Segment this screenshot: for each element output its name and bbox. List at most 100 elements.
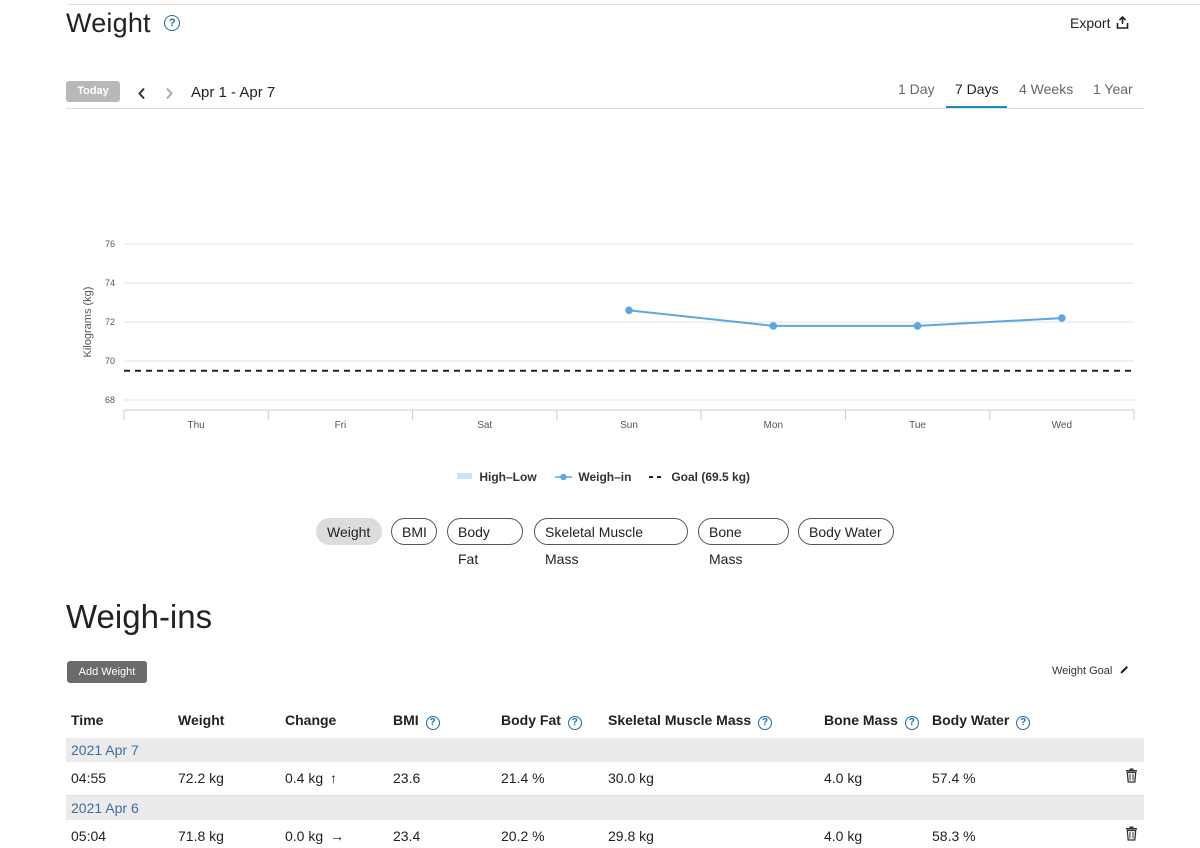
x-tick-label: Sun xyxy=(620,420,638,431)
col-body-water-label: Body Water xyxy=(932,712,1010,728)
col-bmi-label: BMI xyxy=(393,712,419,728)
tab-1-day[interactable]: 1 Day xyxy=(898,81,935,97)
cell-body-water: 57.4 % xyxy=(932,770,976,786)
col-body-fat: Body Fat ? xyxy=(501,712,582,730)
body-fat-help-icon[interactable]: ? xyxy=(567,716,582,730)
cell-body-water: 58.3 % xyxy=(932,828,976,844)
cell-change-value: 0.4 kg xyxy=(285,770,324,786)
cell-time: 05:04 xyxy=(71,828,107,844)
x-tick-label: Wed xyxy=(1052,420,1072,431)
weigh-in-point xyxy=(769,322,778,330)
chip-weight[interactable]: Weight xyxy=(316,518,382,545)
legend-high-low-label: High–Low xyxy=(479,470,537,484)
x-tick-label: Mon xyxy=(764,420,783,431)
weight-goal-label: Weight Goal xyxy=(1052,665,1113,677)
next-arrow-icon[interactable] xyxy=(164,87,174,100)
arrow-up-icon: ↑ xyxy=(330,770,338,786)
cell-body-fat: 20.2 % xyxy=(501,828,545,844)
y-tick-label: 68 xyxy=(105,395,115,405)
col-bmi: BMI ? xyxy=(393,712,440,730)
cell-weight: 71.8 kg xyxy=(178,828,224,844)
date-group-label: 2021 Apr 6 xyxy=(71,800,139,816)
tab-4-weeks[interactable]: 4 Weeks xyxy=(1019,81,1074,97)
pencil-icon xyxy=(1120,666,1129,674)
trash-icon[interactable] xyxy=(1125,826,1138,841)
row-divider xyxy=(66,795,1144,796)
toolbar-divider xyxy=(66,108,1144,109)
help-icon[interactable]: ? xyxy=(164,15,181,31)
legend-high-low[interactable]: High–Low xyxy=(457,470,537,484)
bmi-help-icon[interactable]: ? xyxy=(425,716,440,730)
col-body-water: Body Water ? xyxy=(932,712,1031,730)
trash-icon[interactable] xyxy=(1125,768,1138,783)
weigh-in-line xyxy=(628,309,1062,327)
cell-weight: 72.2 kg xyxy=(178,770,224,786)
cell-change: 0.0 kg → xyxy=(285,828,344,844)
prev-arrow-icon[interactable] xyxy=(137,87,147,100)
weigh-in-point xyxy=(625,306,633,315)
cell-time: 04:55 xyxy=(71,770,107,786)
date-group-row: 2021 Apr 6 xyxy=(66,796,1144,820)
add-weight-button[interactable]: Add Weight xyxy=(67,661,147,683)
x-tick-label: Fri xyxy=(335,420,347,431)
col-skeletal-muscle: Skeletal Muscle Mass ? xyxy=(608,712,773,730)
y-axis-label: Kilograms (kg) xyxy=(82,287,94,358)
high-low-swatch xyxy=(457,473,472,479)
page-title: Weight ? xyxy=(66,8,181,39)
chip-bmi[interactable]: BMI xyxy=(391,518,437,545)
muscle-help-icon[interactable]: ? xyxy=(758,716,773,730)
top-divider xyxy=(67,4,1200,5)
chip-body-fat[interactable]: Body Fat xyxy=(447,518,523,567)
col-bone-mass-label: Bone Mass xyxy=(824,712,898,728)
legend-goal-label: Goal (69.5 kg) xyxy=(671,470,751,484)
col-bone-mass: Bone Mass ? xyxy=(824,712,919,730)
weigh-in-marker-icon xyxy=(555,473,572,481)
legend-goal[interactable]: Goal (69.5 kg) xyxy=(649,470,750,484)
cell-body-fat: 21.4 % xyxy=(501,770,545,786)
y-tick-label: 70 xyxy=(105,356,115,366)
weigh-in-point xyxy=(1058,314,1066,322)
cell-skeletal-muscle: 30.0 kg xyxy=(608,770,654,786)
cell-bone-mass: 4.0 kg xyxy=(824,828,863,844)
chip-skeletal-muscle-mass[interactable]: Skeletal Muscle Mass xyxy=(534,518,688,567)
cell-skeletal-muscle: 29.8 kg xyxy=(608,828,654,844)
legend-weigh-in[interactable]: Weigh–in xyxy=(555,470,631,484)
weigh-in-point xyxy=(913,322,922,330)
x-tick-label: Tue xyxy=(909,420,926,431)
date-group-label: 2021 Apr 7 xyxy=(71,742,139,758)
cell-bmi: 23.6 xyxy=(393,770,421,786)
today-button[interactable]: Today xyxy=(66,81,120,102)
col-weight: Weight xyxy=(178,712,225,728)
x-tick-label: Sat xyxy=(477,420,492,431)
bone-help-icon[interactable]: ? xyxy=(904,716,919,730)
export-icon xyxy=(1117,15,1129,29)
cell-change: 0.4 kg ↑ xyxy=(285,770,337,786)
page-title-text: Weight xyxy=(66,8,151,38)
cell-bone-mass: 4.0 kg xyxy=(824,770,863,786)
arrow-right-icon: → xyxy=(330,828,345,844)
tab-7-days[interactable]: 7 Days xyxy=(955,81,999,97)
cell-bmi: 23.4 xyxy=(393,828,421,844)
col-time: Time xyxy=(71,712,104,728)
tab-1-year[interactable]: 1 Year xyxy=(1093,81,1133,97)
weight-chart: 68 70 72 74 76 Thu Fri Sat Sun Mon Tue Wed Kilograms… xyxy=(82,239,1135,431)
chip-bone-mass[interactable]: Bone Mass xyxy=(698,518,789,567)
export-button[interactable]: Export xyxy=(1070,15,1129,31)
date-range: Apr 1 - Apr 7 xyxy=(191,84,276,101)
x-tick-label: Thu xyxy=(188,420,205,431)
chip-body-water[interactable]: Body Water xyxy=(798,518,894,545)
export-label: Export xyxy=(1070,15,1111,31)
active-tab-indicator xyxy=(946,106,1007,108)
cell-change-value: 0.0 kg xyxy=(285,828,324,844)
weight-goal-link[interactable]: Weight Goal xyxy=(1052,664,1130,677)
col-body-fat-label: Body Fat xyxy=(501,712,561,728)
col-skeletal-muscle-label: Skeletal Muscle Mass xyxy=(608,712,752,728)
water-help-icon[interactable]: ? xyxy=(1016,716,1031,730)
weigh-ins-title: Weigh-ins xyxy=(66,598,213,635)
y-tick-label: 72 xyxy=(105,317,115,327)
legend-weigh-in-label: Weigh–in xyxy=(578,470,632,484)
y-tick-label: 76 xyxy=(105,239,115,249)
goal-dash-icon xyxy=(649,476,665,478)
col-change: Change xyxy=(285,712,337,728)
y-tick-label: 74 xyxy=(105,278,115,288)
